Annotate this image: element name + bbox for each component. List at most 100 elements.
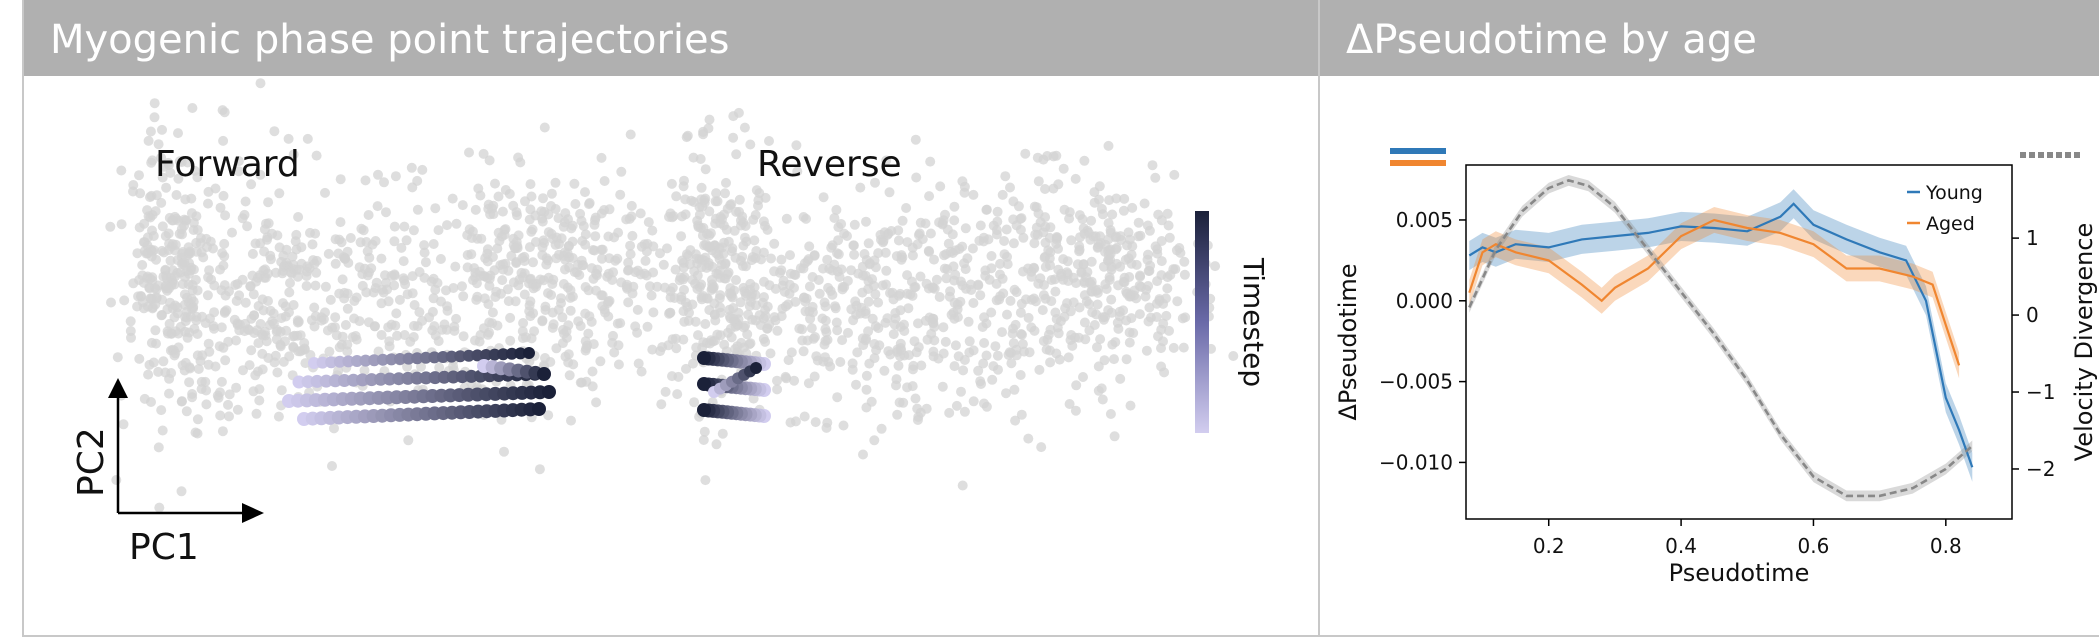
embedding-point: [1058, 274, 1069, 285]
embedding-point: [163, 228, 174, 239]
embedding-point: [1040, 184, 1050, 194]
embedding-point: [647, 344, 658, 355]
embedding-point: [1131, 259, 1142, 270]
embedding-point: [892, 409, 903, 420]
embedding-point: [867, 274, 878, 285]
embedding-point: [1156, 256, 1167, 267]
embedding-point: [855, 308, 866, 319]
embedding-point: [201, 385, 212, 396]
embedding-point: [722, 203, 733, 214]
embedding-point: [1105, 409, 1116, 419]
embedding-point: [881, 265, 892, 276]
embedding-point: [1079, 155, 1090, 166]
pc-axes: PC1 PC2: [71, 378, 264, 568]
embedding-point: [271, 334, 282, 345]
embedding-point: [667, 334, 678, 345]
embedding-point: [142, 205, 153, 216]
embedding-point: [167, 239, 178, 250]
embedding-point: [979, 338, 990, 348]
embedding-point: [772, 375, 782, 386]
embedding-point: [160, 281, 171, 292]
embedding-point: [451, 313, 462, 324]
embedding-point: [293, 346, 304, 357]
delta-pseudotime-chart: 0.2 0.4 0.6 0.8 0.005 0.000 −0.005 −0.010 1 0 −1 −2…: [1334, 148, 2098, 587]
embedding-point: [277, 268, 288, 279]
embedding-point: [442, 220, 452, 231]
embedding-point: [543, 288, 553, 299]
embedding-point: [580, 308, 591, 319]
embedding-point: [737, 251, 748, 262]
embedding-point: [242, 221, 253, 232]
embedding-point: [695, 154, 706, 164]
embedding-point: [484, 280, 495, 291]
trajectory-point: [419, 371, 433, 385]
embedding-point: [145, 192, 155, 203]
embedding-point: [202, 242, 212, 252]
embedding-point: [693, 330, 703, 341]
embedding-point: [1060, 303, 1071, 314]
embedding-point: [153, 442, 164, 453]
embedding-point: [401, 235, 412, 246]
embedding-point: [765, 348, 776, 359]
embedding-point: [391, 308, 402, 319]
embedding-point: [309, 258, 320, 269]
embedding-point: [373, 169, 383, 180]
embedding-point: [171, 190, 182, 200]
trajectory-point: [402, 352, 415, 365]
embedding-point: [202, 290, 213, 301]
embedding-point: [209, 323, 219, 334]
embedding-point: [457, 281, 467, 292]
embedding-point: [600, 307, 611, 318]
embedding-point: [139, 218, 150, 229]
trajectory-point: [376, 353, 389, 366]
embedding-point: [213, 392, 224, 403]
embedding-point: [694, 282, 705, 293]
embedding-point: [869, 353, 880, 364]
embedding-point: [118, 419, 129, 430]
embedding-point: [1107, 209, 1118, 220]
embedding-point: [613, 359, 624, 370]
embedding-point: [604, 204, 615, 215]
embedding-point: [168, 215, 179, 226]
embedding-point: [458, 331, 469, 342]
embedding-point: [173, 328, 184, 339]
embedding-point: [968, 345, 979, 356]
embedding-point: [560, 208, 571, 219]
embedding-point: [870, 289, 881, 300]
x-axis-label: Pseudotime: [1669, 559, 1810, 587]
embedding-point: [792, 166, 803, 177]
embedding-point: [997, 273, 1008, 284]
embedding-point: [847, 358, 858, 369]
embedding-point: [899, 326, 910, 336]
embedding-point: [247, 248, 258, 259]
embedding-point: [880, 247, 891, 258]
embedding-point: [1124, 337, 1135, 348]
embedding-point: [204, 265, 215, 276]
embedding-point: [1150, 172, 1161, 183]
embedding-point: [821, 422, 832, 433]
embedding-point: [526, 333, 537, 344]
embedding-point: [143, 369, 154, 380]
embedding-point: [433, 225, 444, 236]
embedding-point: [981, 350, 992, 361]
embedding-point: [924, 191, 935, 202]
embedding-point: [281, 244, 292, 255]
embedding-point: [978, 358, 989, 369]
embedding-point: [1164, 325, 1174, 336]
embedding-point: [192, 225, 203, 235]
embedding-point: [153, 139, 164, 150]
embedding-point: [276, 385, 287, 396]
embedding-point: [1070, 173, 1081, 184]
embedding-point: [537, 315, 548, 326]
embedding-point: [991, 225, 1002, 236]
embedding-point: [891, 374, 902, 385]
embedding-point: [901, 203, 912, 213]
embedding-point: [575, 377, 586, 388]
embedding-point: [561, 326, 572, 337]
series-line-young: [1468, 202, 1974, 468]
embedding-point: [997, 327, 1007, 338]
embedding-point: [1080, 334, 1091, 345]
embedding-point: [485, 209, 496, 220]
embedding-point: [190, 274, 201, 285]
embedding-point: [249, 310, 260, 321]
